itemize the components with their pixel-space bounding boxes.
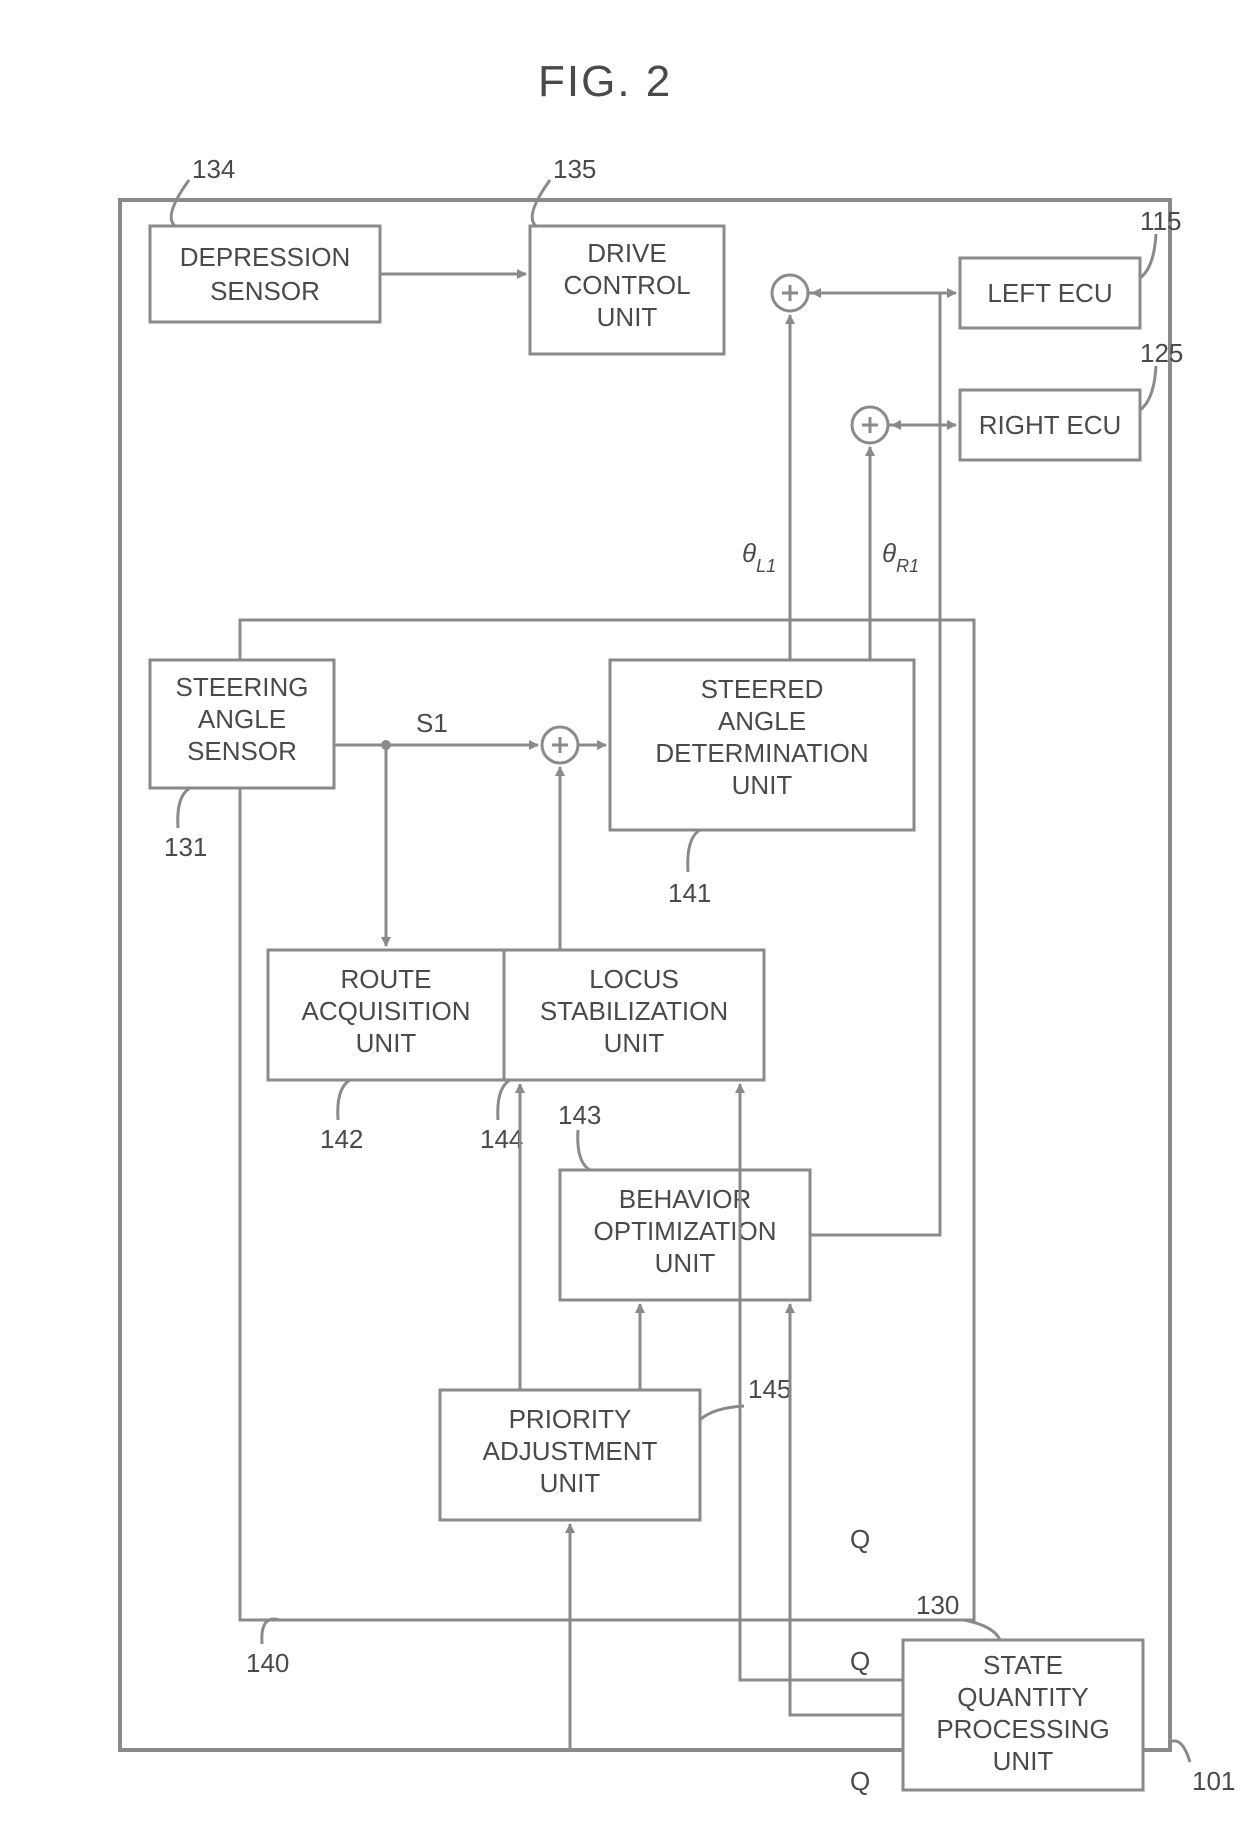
svg-text:STEERED: STEERED (701, 674, 824, 704)
svg-text:UNIT: UNIT (356, 1028, 417, 1058)
ref-115: 115 (1140, 206, 1181, 236)
ref-141: 141 (668, 878, 711, 908)
svg-text:SENSOR: SENSOR (210, 276, 320, 306)
steered-angle-block: STEERED ANGLE DETERMINATION UNIT (610, 660, 914, 830)
svg-text:UNIT: UNIT (540, 1468, 601, 1498)
drive-control-block: DRIVE CONTROL UNIT (530, 226, 724, 354)
svg-text:STABILIZATION: STABILIZATION (540, 996, 728, 1026)
priority-adjustment-block: PRIORITY ADJUSTMENT UNIT (440, 1390, 700, 1520)
ref-144: 144 (480, 1124, 523, 1154)
ref-135: 135 (553, 154, 596, 184)
svg-text:LOCUS: LOCUS (589, 964, 679, 994)
svg-text:UNIT: UNIT (993, 1746, 1054, 1776)
locus-stabilization-block: LOCUS STABILIZATION UNIT (504, 950, 764, 1080)
ref-130: 130 (916, 1590, 959, 1620)
svg-text:UNIT: UNIT (604, 1028, 665, 1058)
diagram-canvas: FIG. 2 101 140 DEPRESSION SENSOR 134 DRI… (0, 0, 1240, 1833)
svg-text:RIGHT ECU: RIGHT ECU (979, 410, 1122, 440)
ref-142: 142 (320, 1124, 363, 1154)
ref-140: 140 (246, 1648, 289, 1678)
signal-q-3: Q (850, 1766, 870, 1796)
summer-left (772, 275, 808, 311)
svg-text:CONTROL: CONTROL (563, 270, 690, 300)
svg-text:PROCESSING: PROCESSING (936, 1714, 1109, 1744)
state-quantity-block: STATE QUANTITY PROCESSING UNIT (903, 1640, 1143, 1790)
svg-text:QUANTITY: QUANTITY (957, 1682, 1088, 1712)
figure-title: FIG. 2 (538, 57, 672, 106)
behavior-optimization-block: BEHAVIOR OPTIMIZATION UNIT (560, 1170, 810, 1300)
route-acquisition-block: ROUTE ACQUISITION UNIT (268, 950, 504, 1080)
right-ecu-block: RIGHT ECU (960, 390, 1140, 460)
svg-text:DETERMINATION: DETERMINATION (655, 738, 868, 768)
left-ecu-block: LEFT ECU (960, 258, 1140, 328)
svg-text:ACQUISITION: ACQUISITION (301, 996, 470, 1026)
svg-text:PRIORITY: PRIORITY (509, 1404, 632, 1434)
svg-text:LEFT ECU: LEFT ECU (987, 278, 1112, 308)
svg-text:UNIT: UNIT (597, 302, 658, 332)
svg-text:UNIT: UNIT (732, 770, 793, 800)
svg-text:BEHAVIOR: BEHAVIOR (619, 1184, 751, 1214)
ref-131: 131 (164, 832, 207, 862)
svg-text:ANGLE: ANGLE (198, 704, 286, 734)
summer-main (542, 727, 578, 763)
ref-101: 101 (1192, 1766, 1235, 1796)
signal-q-2: Q (850, 1646, 870, 1676)
svg-text:DRIVE: DRIVE (587, 238, 666, 268)
svg-text:ANGLE: ANGLE (718, 706, 806, 736)
svg-text:OPTIMIZATION: OPTIMIZATION (594, 1216, 777, 1246)
svg-text:ROUTE: ROUTE (341, 964, 432, 994)
svg-text:SENSOR: SENSOR (187, 736, 297, 766)
signal-s1: S1 (416, 708, 448, 738)
summer-right (852, 407, 888, 443)
depression-sensor-block: DEPRESSION SENSOR (150, 226, 380, 322)
svg-text:ADJUSTMENT: ADJUSTMENT (483, 1436, 658, 1466)
svg-text:STEERING: STEERING (176, 672, 309, 702)
steering-angle-sensor-block: STEERING ANGLE SENSOR (150, 660, 334, 788)
svg-text:DEPRESSION: DEPRESSION (180, 242, 351, 272)
ref-145: 145 (748, 1374, 791, 1404)
ref-134: 134 (192, 154, 235, 184)
ref-125: 125 (1140, 338, 1183, 368)
svg-text:UNIT: UNIT (655, 1248, 716, 1278)
signal-q-1: Q (850, 1524, 870, 1554)
svg-text:STATE: STATE (983, 1650, 1063, 1680)
ref-143: 143 (558, 1100, 601, 1130)
